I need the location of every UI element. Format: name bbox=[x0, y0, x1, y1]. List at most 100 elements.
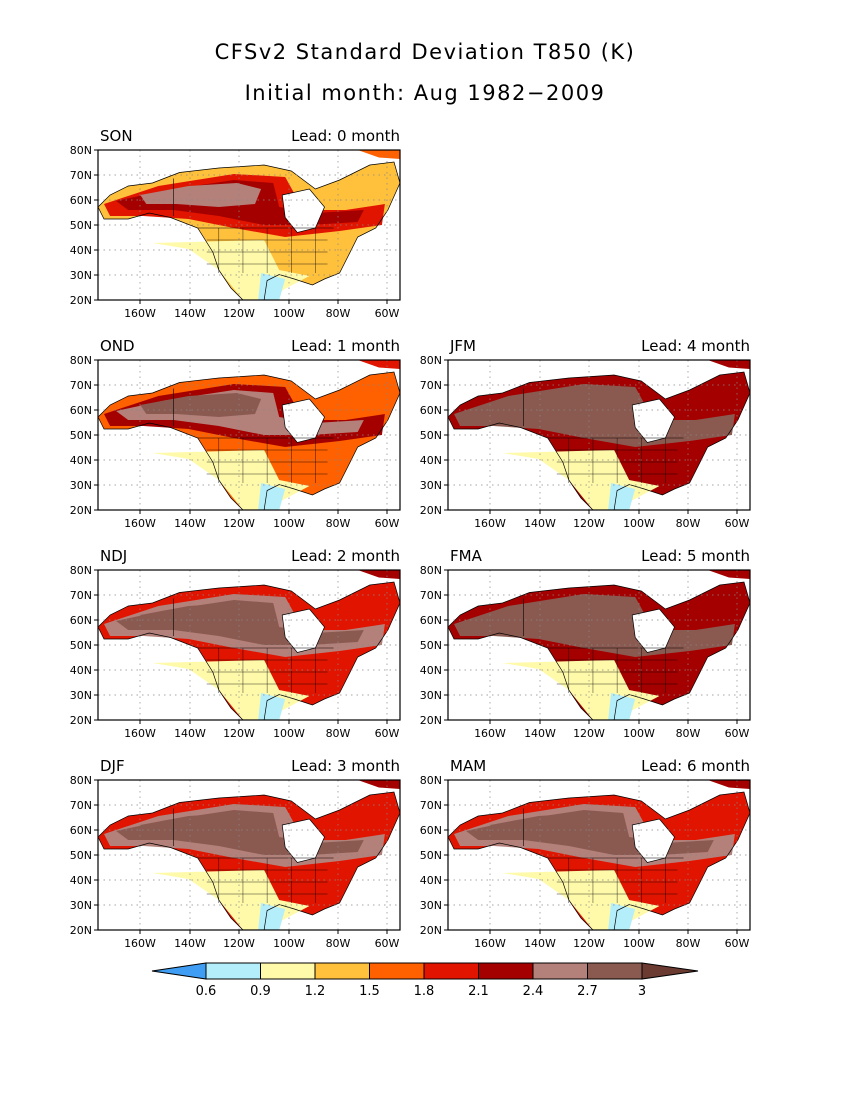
colorbar-segment bbox=[532, 962, 588, 980]
lat-tick-label: 50N bbox=[70, 219, 92, 232]
lon-tick-label: 140W bbox=[524, 937, 556, 950]
panel-lead-label: Lead: 2 month bbox=[291, 547, 400, 565]
colorbar-segment bbox=[260, 962, 316, 980]
lat-tick-label: 80N bbox=[70, 774, 92, 787]
panel-season-label: FMA bbox=[450, 547, 483, 565]
panel-season-label: SON bbox=[100, 127, 133, 145]
colorbar-label: 2.7 bbox=[577, 984, 598, 999]
lat-tick-label: 50N bbox=[420, 849, 442, 862]
lon-tick-label: 140W bbox=[174, 517, 206, 530]
lon-tick-label: 120W bbox=[573, 937, 605, 950]
lon-tick-label: 140W bbox=[174, 937, 206, 950]
lat-tick-label: 30N bbox=[70, 479, 92, 492]
lat-tick-label: 60N bbox=[70, 194, 92, 207]
lat-tick-label: 60N bbox=[70, 824, 92, 837]
panel-season-label: JFM bbox=[449, 337, 476, 355]
lat-tick-label: 20N bbox=[70, 924, 92, 937]
lat-tick-label: 60N bbox=[420, 404, 442, 417]
panel-lead-label: Lead: 4 month bbox=[641, 337, 750, 355]
lat-tick-label: 60N bbox=[70, 404, 92, 417]
lon-tick-label: 60W bbox=[725, 727, 750, 740]
lat-tick-label: 60N bbox=[420, 614, 442, 627]
colorbar-label: 0.9 bbox=[250, 984, 271, 999]
lon-tick-label: 60W bbox=[375, 937, 400, 950]
lat-tick-label: 80N bbox=[70, 564, 92, 577]
lat-tick-label: 60N bbox=[70, 614, 92, 627]
colorbar-segment bbox=[205, 962, 261, 980]
colorbar-label: 3 bbox=[638, 984, 646, 999]
panel-season-label: OND bbox=[100, 337, 135, 355]
colorbar-segment bbox=[641, 962, 699, 980]
lat-tick-label: 50N bbox=[70, 639, 92, 652]
lon-tick-label: 60W bbox=[375, 517, 400, 530]
lon-tick-label: 160W bbox=[124, 307, 156, 320]
lon-tick-label: 140W bbox=[524, 517, 556, 530]
lat-tick-label: 40N bbox=[420, 664, 442, 677]
colorbar-label: 1.2 bbox=[305, 984, 326, 999]
lon-tick-label: 80W bbox=[326, 517, 351, 530]
colorbar-segment bbox=[423, 962, 479, 980]
lon-tick-label: 80W bbox=[326, 307, 351, 320]
lon-tick-label: 80W bbox=[326, 937, 351, 950]
colorbar: 0.6 0.9 1.2 1.5 1.8 2.1 2.4 2.7 3 bbox=[151, 962, 699, 999]
lat-tick-label: 80N bbox=[70, 144, 92, 157]
lon-tick-label: 140W bbox=[524, 727, 556, 740]
colorbar-label: 1.8 bbox=[414, 984, 435, 999]
lon-tick-label: 160W bbox=[124, 727, 156, 740]
lat-tick-label: 50N bbox=[420, 639, 442, 652]
chart-title: CFSv2 Standard Deviation T850 (K) bbox=[214, 40, 636, 64]
lat-tick-label: 50N bbox=[70, 849, 92, 862]
lat-tick-label: 40N bbox=[420, 454, 442, 467]
lon-tick-label: 120W bbox=[223, 727, 255, 740]
lon-tick-label: 80W bbox=[326, 727, 351, 740]
map-panel: 80N 70N 60N 50N 40N 30N 20N 160W 140W 120W 100W 80W… bbox=[70, 757, 401, 950]
panel-season-label: MAM bbox=[450, 757, 486, 775]
lon-tick-label: 100W bbox=[273, 517, 305, 530]
lon-tick-label: 160W bbox=[124, 937, 156, 950]
panel-lead-label: Lead: 3 month bbox=[291, 757, 400, 775]
lon-tick-label: 60W bbox=[375, 727, 400, 740]
lat-tick-label: 20N bbox=[420, 714, 442, 727]
lon-tick-label: 100W bbox=[623, 727, 655, 740]
lat-tick-label: 60N bbox=[420, 824, 442, 837]
lon-tick-label: 60W bbox=[725, 937, 750, 950]
lat-tick-label: 40N bbox=[420, 874, 442, 887]
lat-tick-label: 70N bbox=[420, 799, 442, 812]
colorbar-label: 1.5 bbox=[359, 984, 380, 999]
lat-tick-label: 40N bbox=[70, 874, 92, 887]
lon-tick-label: 120W bbox=[223, 937, 255, 950]
map-panel: 80N 70N 60N 50N 40N 30N 20N 160W 140W 120W 100W 80W… bbox=[420, 547, 751, 740]
lat-tick-label: 30N bbox=[70, 269, 92, 282]
colorbar-segment bbox=[151, 962, 207, 980]
lon-tick-label: 80W bbox=[676, 937, 701, 950]
panel-lead-label: Lead: 6 month bbox=[641, 757, 750, 775]
lon-tick-label: 140W bbox=[174, 307, 206, 320]
lon-tick-label: 100W bbox=[273, 307, 305, 320]
map-panel: 80N 70N 60N 50N 40N 30N 20N 160W 140W 120W 100W 80W… bbox=[70, 337, 401, 530]
lat-tick-label: 40N bbox=[70, 664, 92, 677]
lon-tick-label: 100W bbox=[623, 517, 655, 530]
colorbar-label: 2.1 bbox=[468, 984, 489, 999]
map-panel: 80N 70N 60N 50N 40N 30N 20N 160W 140W 120W 100W 80W… bbox=[420, 337, 751, 530]
lat-tick-label: 80N bbox=[420, 774, 442, 787]
lon-tick-label: 160W bbox=[474, 937, 506, 950]
lat-tick-label: 50N bbox=[70, 429, 92, 442]
colorbar-segment bbox=[369, 962, 425, 980]
lat-tick-label: 30N bbox=[420, 689, 442, 702]
lat-tick-label: 40N bbox=[70, 244, 92, 257]
lon-tick-label: 80W bbox=[676, 727, 701, 740]
lat-tick-label: 40N bbox=[70, 454, 92, 467]
panel-lead-label: Lead: 5 month bbox=[641, 547, 750, 565]
colorbar-label: 0.6 bbox=[196, 984, 217, 999]
map-panel: 80N 70N 60N 50N 40N 30N 20N 160W 140W 120W 100W 80W… bbox=[70, 127, 401, 320]
lat-tick-label: 80N bbox=[70, 354, 92, 367]
lon-tick-label: 60W bbox=[375, 307, 400, 320]
lon-tick-label: 120W bbox=[573, 517, 605, 530]
lat-tick-label: 20N bbox=[70, 504, 92, 517]
lat-tick-label: 30N bbox=[70, 899, 92, 912]
panel-lead-label: Lead: 1 month bbox=[291, 337, 400, 355]
lat-tick-label: 80N bbox=[420, 354, 442, 367]
lat-tick-label: 70N bbox=[70, 799, 92, 812]
lat-tick-label: 20N bbox=[420, 504, 442, 517]
